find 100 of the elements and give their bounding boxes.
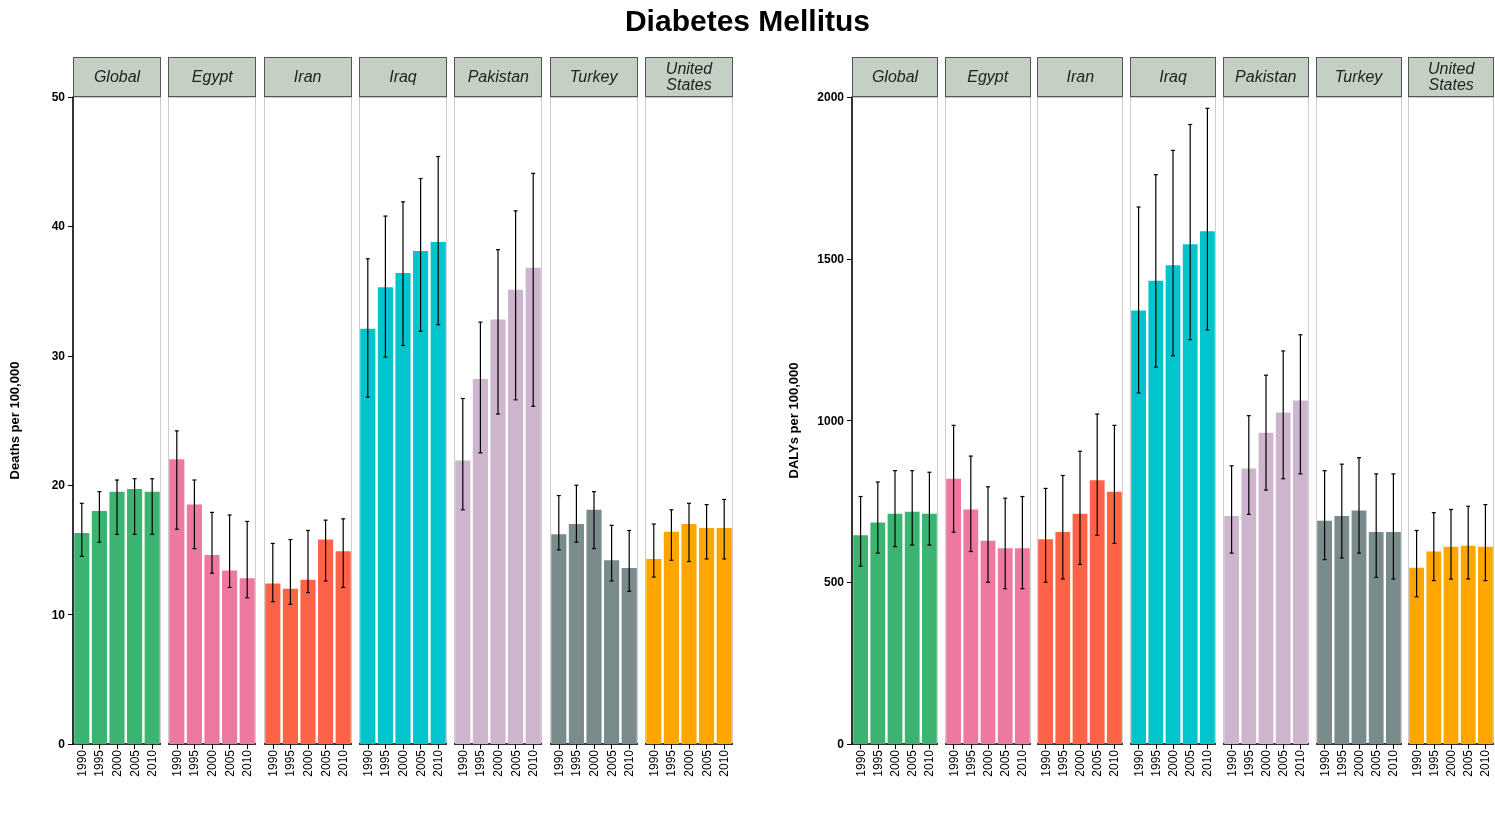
bar [490,319,506,744]
y-tick-label: 500 [823,575,845,590]
x-tick-label: 2010 [240,749,255,777]
x-tick-label: 1990 [1224,749,1239,777]
x-tick-label: 1990 [1409,749,1424,777]
y-tick-label: 1000 [817,413,845,428]
bar [1090,480,1105,744]
bar [1275,412,1291,744]
x-tick-label: 2005 [604,749,619,777]
bar [239,578,256,744]
x-tick-label: 2000 [1444,749,1459,777]
x-tick-label: 2010 [145,749,160,777]
x-tick-label: 2005 [1276,749,1290,777]
x-tick-label: 2010 [1385,749,1400,777]
bar [1200,231,1215,744]
y-axis-title: DALYs per 100,000 [786,362,801,479]
bar [300,579,316,744]
bar [1292,400,1308,744]
x-tick-label: 1995 [569,749,584,777]
bar [525,267,542,744]
bar [980,540,996,744]
x-tick-label: 1990 [170,749,185,777]
bar [317,539,333,744]
bar [264,583,281,744]
x-tick-label: 1990 [1317,749,1332,777]
x-tick-label: 2010 [431,749,446,777]
chart-title: Egypt [168,57,257,97]
x-tick-label: 2000 [586,749,601,777]
bar [169,459,185,744]
bar [360,328,376,744]
x-tick-label: 2010 [1107,749,1122,777]
bar [395,272,411,744]
chart-title: Global [852,57,938,97]
bar [963,509,978,744]
bar [455,460,471,744]
bar [550,534,567,744]
bar [621,568,637,744]
bar [1241,468,1256,744]
x-tick-label: 2010 [621,749,636,777]
x-tick-label: 1995 [870,749,885,777]
bar [945,478,961,744]
bar [1409,567,1425,744]
x-tick-label: 1995 [963,749,978,777]
y-tick-label: 30 [51,348,66,363]
chart-title: Iraq [358,57,447,97]
x-tick-label: 1990 [646,749,661,777]
x-tick-label: 2000 [1166,749,1181,777]
bar [1258,432,1274,744]
bar [699,527,715,744]
chart-title: Pakistan [1222,57,1309,97]
x-tick-label: 2005 [1090,749,1105,777]
bar [663,531,679,744]
bar [282,588,298,744]
x-tick-label: 2010 [1478,749,1493,777]
x-tick-label: 1995 [1148,749,1163,777]
x-tick-label: 1990 [265,749,280,777]
bar [1055,532,1071,744]
x-tick-label: 1990 [360,749,375,777]
x-tick-label: 1990 [551,749,566,777]
bar [1014,548,1030,744]
chart-title: Iraq [1130,57,1217,97]
y-tick-label: 0 [58,737,66,751]
x-tick-label: 2010 [335,749,350,777]
bar [1460,545,1476,744]
x-tick-label: 2005 [997,749,1012,777]
bar [1131,310,1147,744]
x-tick-label: 1995 [1056,749,1071,777]
x-tick-label: 2000 [300,749,315,777]
x-tick-label: 2005 [1461,749,1476,777]
y-tick-label: 2000 [817,90,845,104]
chart-title: United States [1408,57,1495,97]
x-tick-label: 2000 [1258,749,1273,777]
y-tick-label: 50 [51,90,66,104]
bar [1426,551,1442,744]
x-tick-label: 2005 [1183,749,1198,777]
bar [997,548,1013,744]
bar [187,504,203,744]
chart-title: Iran [263,57,352,97]
y-tick-label: 0 [837,737,845,751]
bar [646,558,662,744]
chart-title: Pakistan [454,57,543,97]
text: Diabetes Mellitus [623,4,872,38]
x-tick-label: 1990 [853,749,868,777]
x-tick-label: 2005 [222,749,237,777]
y-tick-label: 40 [51,219,66,234]
bar [586,509,602,744]
x-tick-label: 1990 [1131,749,1146,777]
y-tick-label: 1500 [817,251,845,266]
x-tick-label: 2005 [699,749,714,777]
x-tick-label: 2010 [922,749,937,777]
bar [1148,280,1164,744]
x-tick-label: 2000 [888,749,902,777]
bar [222,570,238,744]
x-tick-label: 2005 [413,749,428,777]
bar [473,379,489,744]
bar [1038,539,1054,744]
x-tick-label: 2000 [491,749,506,777]
bar [1072,513,1088,744]
x-tick-label: 1990 [946,749,961,777]
bar [413,250,429,744]
